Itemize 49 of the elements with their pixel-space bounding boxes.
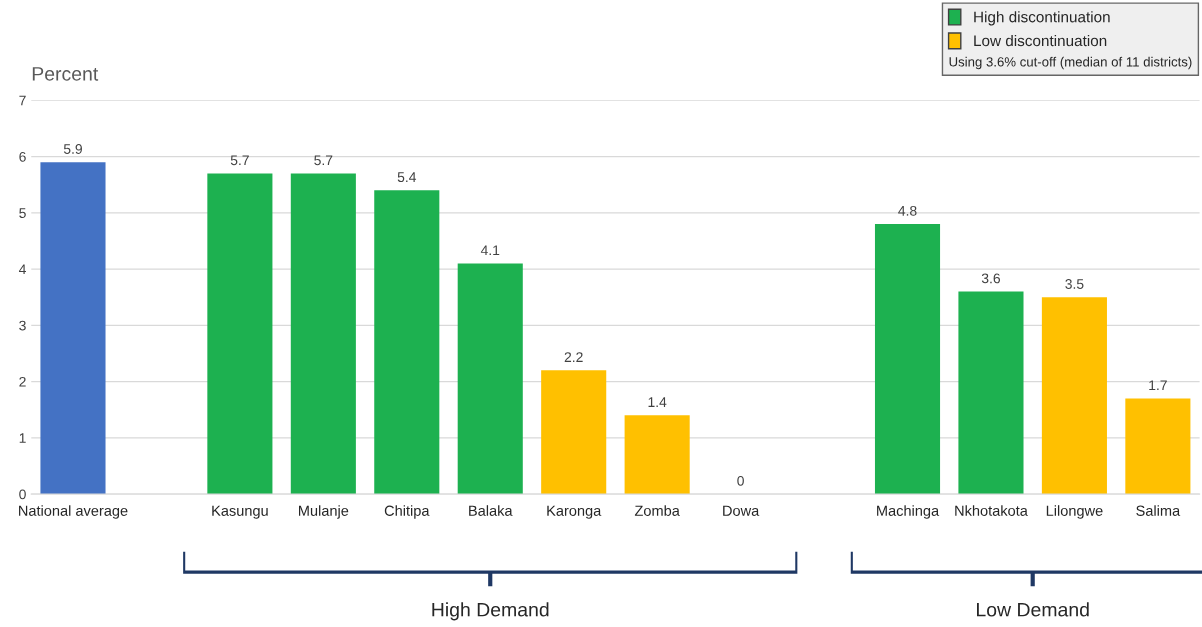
y-tick-label: 7 (19, 95, 26, 106)
x-tick-label: Dowa (723, 505, 760, 516)
y-tick-label: 4 (18, 264, 26, 275)
x-tick-label: Nkhotakota (955, 505, 1028, 516)
bar (40, 162, 106, 495)
data-label: 4.1 (480, 245, 500, 256)
data-label: 1.4 (648, 397, 667, 407)
y-tick-label: 5 (19, 208, 26, 218)
x-tick-label: Balaka (469, 505, 513, 516)
y-axis-title: Percent (32, 67, 99, 81)
legend-label: High discontinuation (974, 11, 1110, 26)
bar (1125, 398, 1191, 495)
data-label: 2.2 (564, 352, 583, 362)
bar (290, 173, 356, 495)
data-label: 3.5 (1065, 279, 1084, 289)
data-label: 4.8 (898, 205, 917, 216)
x-tick-label: Zomba (634, 505, 680, 516)
bar (624, 415, 690, 495)
x-tick-label: National average (19, 505, 128, 519)
bar (207, 173, 273, 495)
x-tick-label: Salima (1136, 505, 1181, 516)
text: Low Demand (977, 602, 1089, 617)
x-tick-label: Karonga (547, 505, 602, 519)
text: High Demand (432, 602, 549, 621)
x-tick-label: Machinga (877, 505, 940, 519)
y-tick-label: 1 (19, 433, 26, 443)
x-tick-label: Lilongwe (1046, 505, 1103, 519)
bar (874, 224, 941, 495)
y-tick-label: 3 (19, 320, 26, 331)
text: Using 3.6% cut-off (median of 11 districts) (949, 56, 1192, 70)
y-tick-label: 6 (19, 151, 26, 162)
data-label: 3.6 (981, 273, 1001, 284)
data-label: 5.7 (230, 155, 249, 166)
bar (457, 263, 523, 495)
data-label: 0 (737, 475, 744, 486)
bar (1041, 297, 1107, 495)
x-tick-label: Mulanje (299, 505, 349, 519)
bar (958, 291, 1024, 495)
x-tick-label: Chitipa (384, 505, 430, 519)
bar (541, 370, 607, 495)
y-tick-label: 2 (19, 376, 26, 387)
data-label: 5.4 (397, 172, 417, 183)
data-label: 5.7 (314, 155, 333, 166)
data-label: 1.7 (1149, 380, 1167, 391)
data-label: 5.9 (63, 144, 82, 154)
y-tick-label: 0 (19, 489, 26, 500)
legend-label: Low discontinuation (974, 34, 1107, 47)
x-tick-label: Kasungu (212, 505, 268, 519)
bar (374, 190, 440, 495)
